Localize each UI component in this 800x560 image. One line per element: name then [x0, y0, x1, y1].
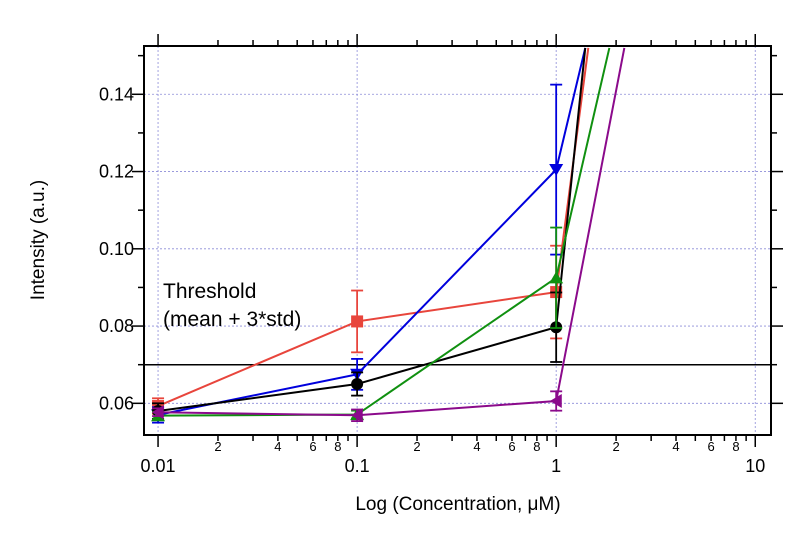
series-line [157, 47, 587, 416]
x-axis-title: Log (Concentration, μM) [355, 494, 560, 515]
data-point [151, 405, 164, 420]
threshold-label-line1: Threshold [163, 280, 256, 303]
y-tick-label: 0.08 [99, 316, 134, 336]
series [151, 47, 626, 424]
y-tick-label: 0.12 [99, 162, 134, 182]
x-minor-tick-label: 6 [508, 439, 515, 454]
x-minor-tick-label: 4 [274, 439, 281, 454]
y-tick-label: 0.10 [99, 239, 134, 259]
data-point [350, 408, 363, 423]
grid [144, 46, 771, 435]
series-line [158, 47, 611, 417]
x-minor-tick-label: 8 [533, 439, 540, 454]
y-axis-title: Intensity (a.u.) [28, 180, 49, 300]
series-line [158, 47, 626, 417]
threshold-label-line2: (mean + 3*std) [163, 308, 301, 331]
ticks [132, 34, 783, 447]
x-minor-tick-label: 6 [309, 439, 316, 454]
x-minor-tick-label: 8 [334, 439, 341, 454]
series-line [157, 47, 590, 407]
y-tick-label: 0.06 [99, 393, 134, 413]
series-line [157, 47, 587, 413]
x-minor-tick-label: 4 [473, 439, 480, 454]
x-tick-label: 10 [745, 456, 765, 476]
x-minor-tick-label: 2 [413, 439, 420, 454]
y-tick-label: 0.14 [99, 84, 134, 104]
threshold: Threshold (mean + 3*std) [144, 280, 771, 366]
series-square [152, 47, 590, 415]
x-minor-tick-label: 4 [672, 439, 679, 454]
data-point [351, 378, 364, 391]
data-point [351, 315, 364, 328]
x-minor-tick-label: 8 [732, 439, 739, 454]
x-minor-tick-label: 2 [612, 439, 619, 454]
series-triangle-down [151, 47, 587, 424]
tick-labels: 0.01 0.1 1 10 2 4 6 8 2 4 6 8 2 4 6 8 0.06 0.08 0.10 0.12 0.… [99, 84, 765, 476]
x-tick-label: 1 [551, 456, 561, 476]
data-point [549, 394, 562, 409]
x-minor-tick-label: 6 [707, 439, 714, 454]
data-point [549, 271, 564, 284]
x-tick-label: 0.01 [141, 456, 176, 476]
data-point [549, 164, 564, 176]
series-triangle-left [151, 47, 626, 423]
plot-frame [143, 45, 772, 436]
x-minor-tick-label: 2 [214, 439, 221, 454]
x-tick-label: 0.1 [345, 456, 370, 476]
